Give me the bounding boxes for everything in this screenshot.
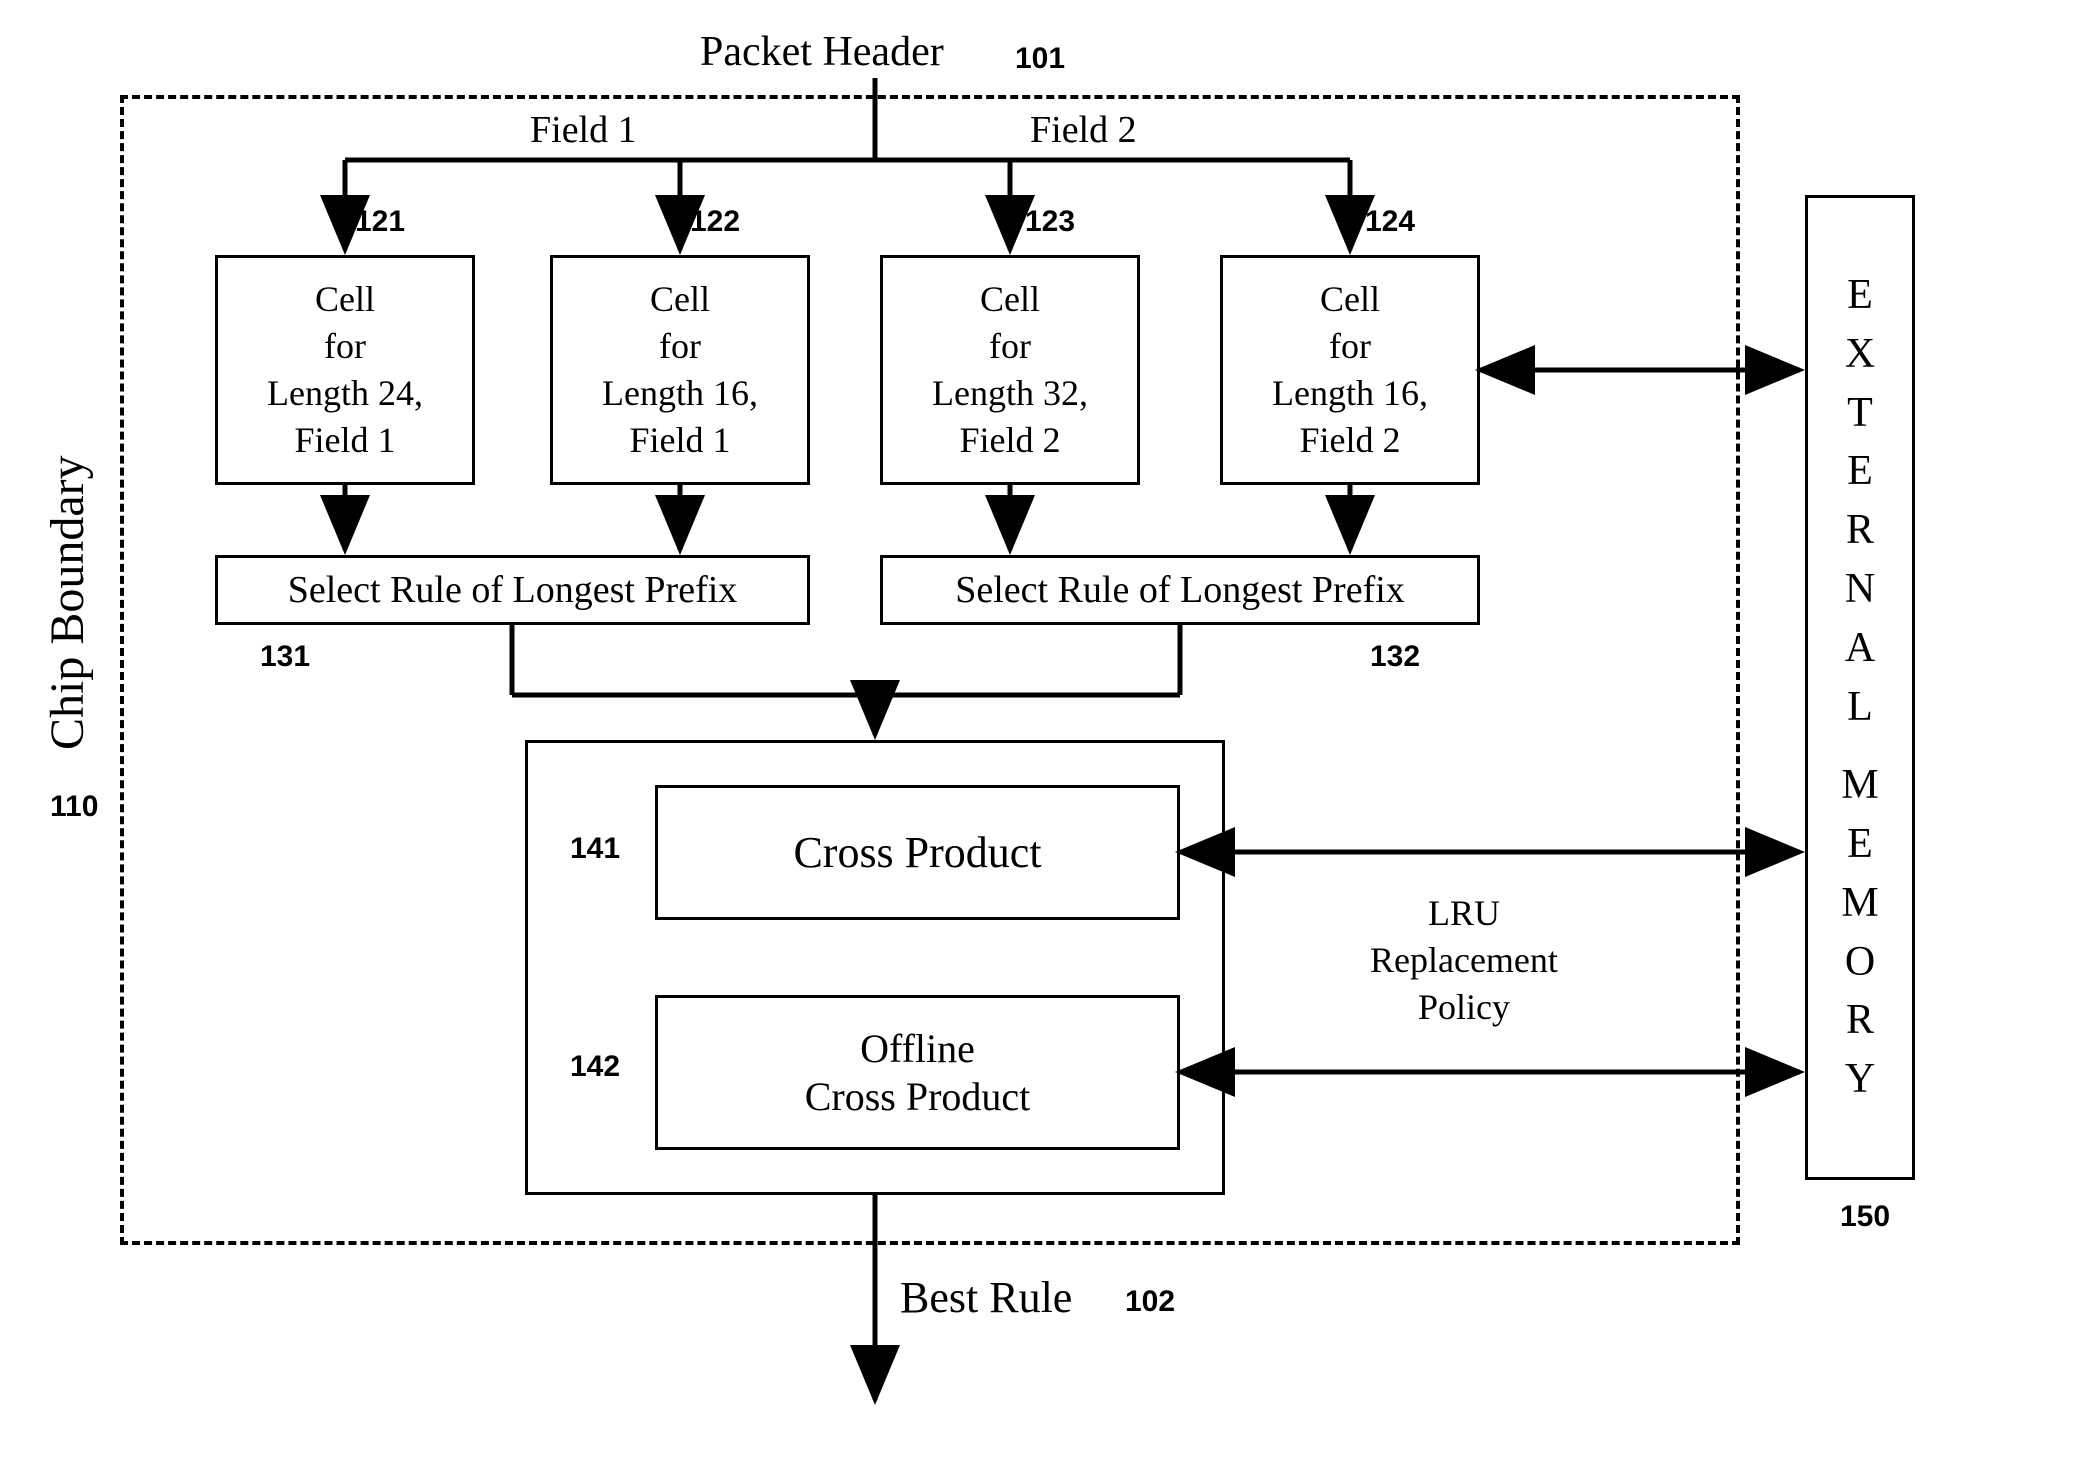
em-c7: L — [1847, 678, 1873, 737]
em-c1: X — [1845, 325, 1875, 384]
em-c2: T — [1847, 384, 1873, 443]
cell-121-line1: for — [324, 323, 366, 370]
cross-product-141-text: Cross Product — [793, 827, 1041, 878]
ref-102: 102 — [1125, 1285, 1175, 1319]
external-memory-box: E X T E R N A L M E M O R Y — [1805, 195, 1915, 1180]
cell-121-line3: Field 1 — [294, 417, 395, 464]
cell-122-line2: Length 16, — [602, 370, 758, 417]
ref-101: 101 — [1015, 42, 1065, 76]
offline-cross-product-142: Offline Cross Product — [655, 995, 1180, 1150]
cell-123-line3: Field 2 — [959, 417, 1060, 464]
em-c4: R — [1846, 501, 1874, 560]
em-c3: E — [1847, 442, 1873, 501]
cell-124-line2: Length 16, — [1272, 370, 1428, 417]
em-c6: A — [1845, 619, 1875, 678]
em-c9: M — [1841, 756, 1878, 815]
offline-cp-line0: Offline — [860, 1025, 975, 1073]
em-c10: E — [1847, 815, 1873, 874]
lru-line2: Policy — [1370, 984, 1558, 1031]
ref-124: 124 — [1365, 205, 1415, 239]
em-c11: M — [1841, 874, 1878, 933]
cell-122-line1: for — [659, 323, 701, 370]
lru-line0: LRU — [1370, 890, 1558, 937]
offline-cp-line1: Cross Product — [805, 1073, 1031, 1121]
ref-122: 122 — [690, 205, 740, 239]
cell-121-line2: Length 24, — [267, 370, 423, 417]
cell-123-line0: Cell — [980, 276, 1040, 323]
select-132: Select Rule of Longest Prefix — [880, 555, 1480, 625]
ref-142: 142 — [570, 1050, 620, 1084]
em-c5: N — [1845, 560, 1875, 619]
ref-132: 132 — [1370, 640, 1420, 674]
ref-110: 110 — [50, 790, 98, 824]
ref-131: 131 — [260, 640, 310, 674]
packet-header-title: Packet Header — [700, 28, 944, 76]
ref-123: 123 — [1025, 205, 1075, 239]
cell-121-line0: Cell — [315, 276, 375, 323]
best-rule-label: Best Rule — [900, 1272, 1072, 1323]
cell-122-line0: Cell — [650, 276, 710, 323]
em-c13: R — [1846, 991, 1874, 1050]
cell-124-line0: Cell — [1320, 276, 1380, 323]
field2-label: Field 2 — [1030, 108, 1137, 152]
lru-label: LRU Replacement Policy — [1370, 890, 1558, 1030]
ref-121: 121 — [355, 205, 405, 239]
cell-124-line3: Field 2 — [1299, 417, 1400, 464]
select-132-text: Select Rule of Longest Prefix — [955, 568, 1405, 612]
select-131: Select Rule of Longest Prefix — [215, 555, 810, 625]
em-c14: Y — [1845, 1050, 1875, 1109]
select-131-text: Select Rule of Longest Prefix — [288, 568, 738, 612]
cross-product-141: Cross Product — [655, 785, 1180, 920]
cell-122-line3: Field 1 — [629, 417, 730, 464]
cell-124: Cell for Length 16, Field 2 — [1220, 255, 1480, 485]
chip-boundary-label: Chip Boundary — [40, 330, 95, 750]
em-c0: E — [1847, 266, 1873, 325]
ref-150: 150 — [1840, 1200, 1890, 1234]
cell-123-line2: Length 32, — [932, 370, 1088, 417]
cell-122: Cell for Length 16, Field 1 — [550, 255, 810, 485]
lru-line1: Replacement — [1370, 937, 1558, 984]
cell-121: Cell for Length 24, Field 1 — [215, 255, 475, 485]
em-c12: O — [1845, 933, 1875, 992]
ref-141: 141 — [570, 832, 620, 866]
cell-123-line1: for — [989, 323, 1031, 370]
cell-124-line1: for — [1329, 323, 1371, 370]
field1-label: Field 1 — [530, 108, 637, 152]
cell-123: Cell for Length 32, Field 2 — [880, 255, 1140, 485]
